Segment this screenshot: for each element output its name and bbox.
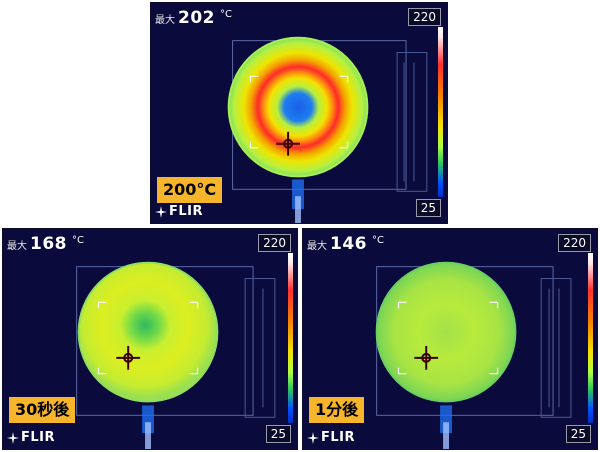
condition-label: 200°C: [157, 177, 223, 203]
max-label: 最大: [155, 15, 175, 26]
flir-flake-icon: [155, 205, 167, 218]
temperature-unit: °C: [372, 235, 384, 246]
flir-brand-text: FLIR: [321, 430, 356, 445]
thermal-image-initial: [227, 36, 428, 223]
color-scale-bar: [438, 27, 443, 197]
thermal-image-1min: [375, 261, 572, 449]
temperature-unit: °C: [72, 235, 84, 246]
scale-top-value: 220: [258, 234, 291, 252]
condition-label: 1分後: [309, 397, 365, 423]
flir-brand-text: FLIR: [169, 204, 204, 219]
flir-flake-icon: [7, 431, 19, 444]
flir-logo: FLIR: [307, 430, 355, 445]
scale-top-value: 220: [558, 234, 591, 252]
thermal-image-30s: [76, 261, 276, 449]
flir-logo: FLIR: [7, 430, 55, 445]
thermal-panel-30s: 最大 168 °C 220 25 30秒後 FLIR: [2, 228, 298, 450]
max-value: 168: [30, 234, 67, 254]
flir-flake-icon: [307, 431, 319, 444]
scale-top-value: 220: [408, 8, 441, 26]
max-value: 146: [330, 234, 367, 254]
color-scale-bar: [288, 253, 293, 423]
scale-bottom-value: 25: [565, 425, 591, 443]
flir-logo: FLIR: [155, 204, 203, 219]
max-value: 202: [178, 8, 215, 28]
thermal-panel-initial: 最大 202 °C 220 25 200°C FLIR: [150, 2, 448, 224]
color-scale-bar: [588, 253, 593, 423]
scale-bottom-value: 25: [265, 425, 291, 443]
max-label: 最大: [307, 241, 327, 252]
max-label: 最大: [7, 241, 27, 252]
max-temperature-readout: 最大 202 °C: [155, 8, 232, 28]
flir-brand-text: FLIR: [21, 430, 56, 445]
condition-label: 30秒後: [9, 397, 76, 423]
temperature-unit: °C: [220, 9, 232, 20]
max-temperature-readout: 最大 168 °C: [7, 234, 84, 254]
scale-bottom-value: 25: [415, 199, 441, 217]
max-temperature-readout: 最大 146 °C: [307, 234, 384, 254]
thermal-panel-1min: 最大 146 °C 220 25 1分後 FLIR: [302, 228, 598, 450]
